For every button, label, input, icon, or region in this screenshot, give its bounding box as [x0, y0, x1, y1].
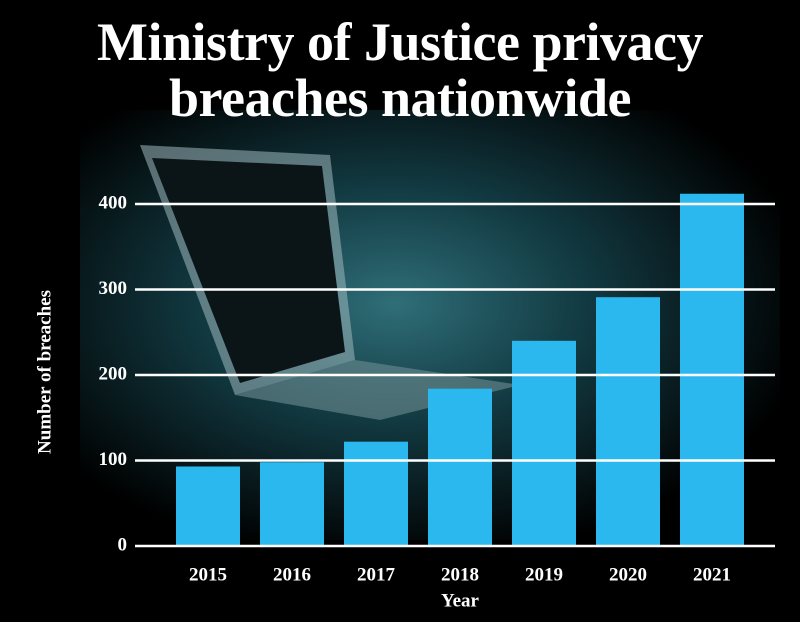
x-tick-label: 2015: [189, 564, 227, 585]
x-tick-label: 2019: [525, 564, 563, 585]
bar: [260, 462, 324, 546]
bar: [176, 466, 240, 546]
y-tick-label: 300: [99, 278, 128, 299]
x-tick-label: 2021: [693, 564, 731, 585]
y-tick-label: 200: [99, 363, 128, 384]
laptop: [140, 145, 520, 420]
y-tick-label: 400: [99, 192, 128, 213]
bar: [344, 441, 408, 546]
bar: [428, 388, 492, 546]
bar: [680, 193, 744, 547]
x-tick-label: 2017: [357, 564, 396, 585]
x-tick-label: 2018: [441, 564, 479, 585]
y-axis-label: Number of breaches: [34, 290, 55, 454]
y-tick-label: 100: [99, 449, 128, 470]
bar: [512, 340, 576, 546]
x-axis-label: Year: [441, 590, 480, 611]
y-tick-label: 0: [118, 534, 128, 555]
chart-title: Ministry of Justice privacy breaches nat…: [97, 12, 703, 128]
x-tick-label: 2016: [273, 564, 311, 585]
bar: [596, 297, 660, 546]
x-tick-label: 2020: [609, 564, 647, 585]
